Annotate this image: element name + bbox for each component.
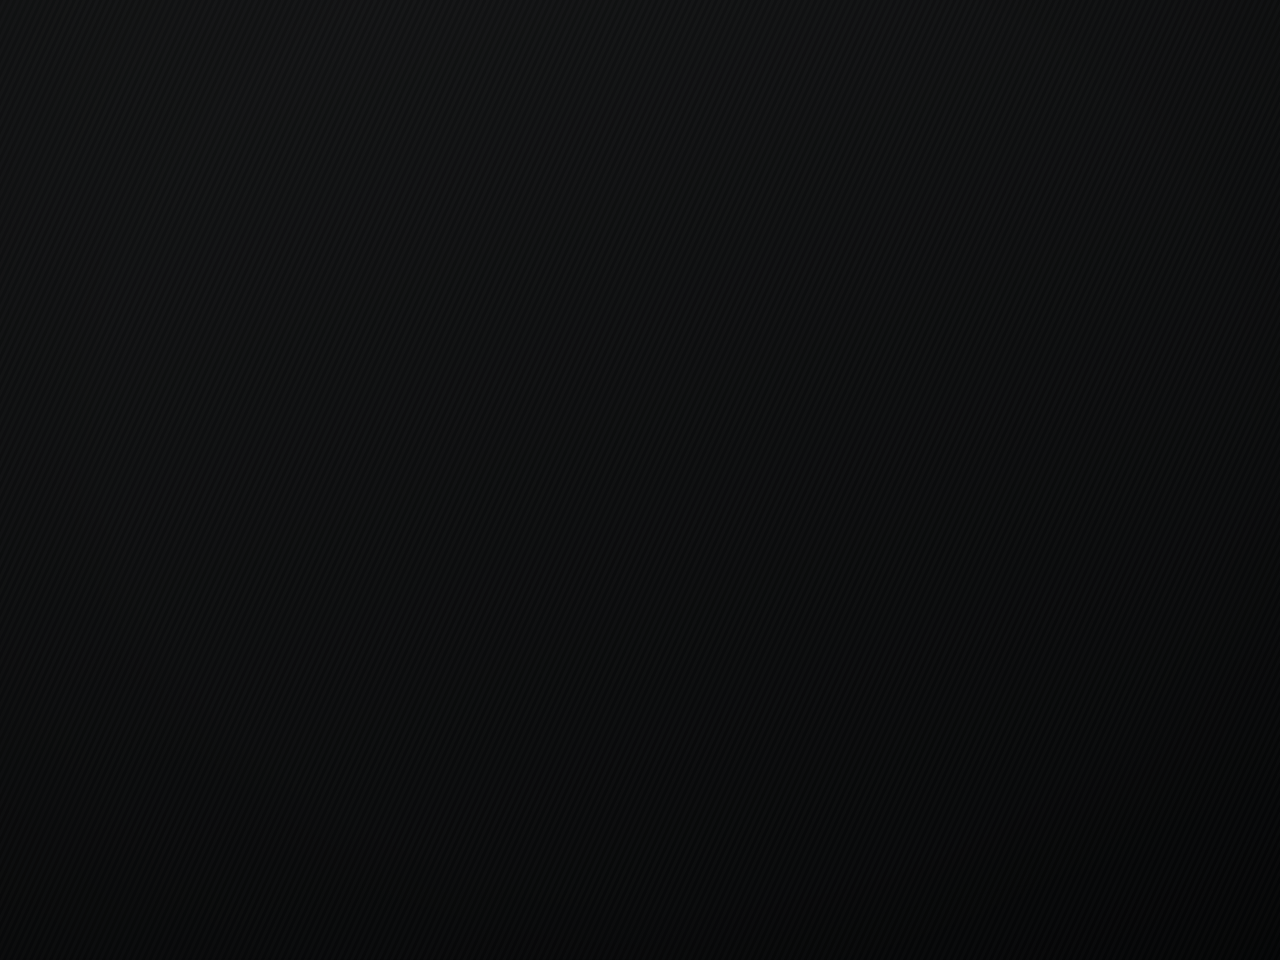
photo-border-top <box>0 0 1280 960</box>
photo-of-projected-slide: NA escarbonización Energética (DES) ión … <box>0 0 1280 960</box>
